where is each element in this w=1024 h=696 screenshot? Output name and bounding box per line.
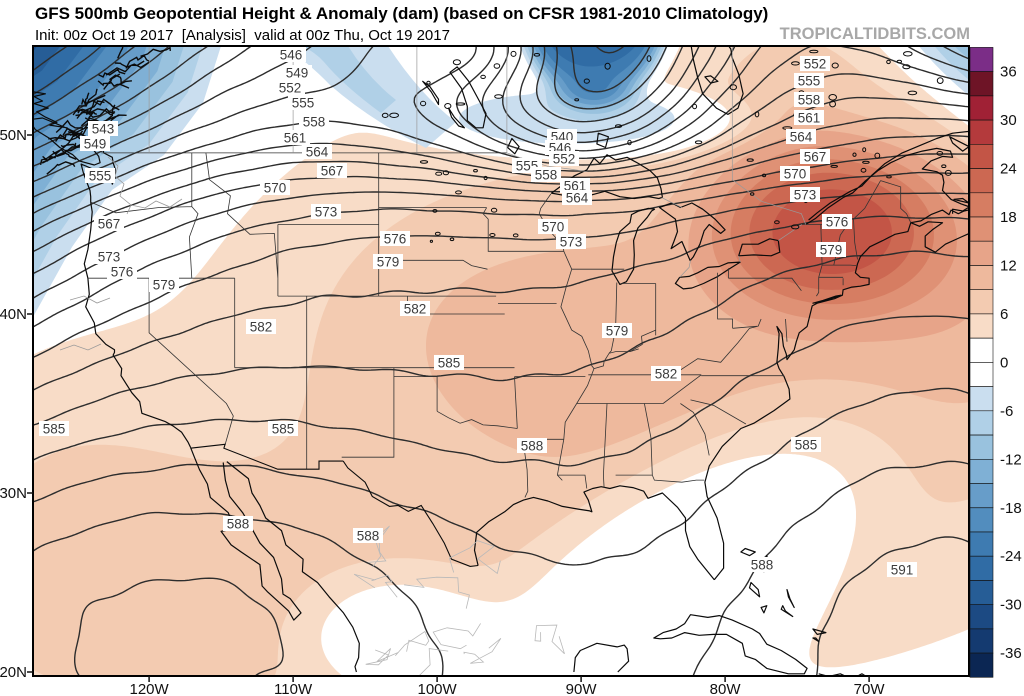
svg-text:24: 24 [1000,161,1017,178]
svg-text:552: 552 [279,81,302,96]
svg-text:30N: 30N [0,485,27,502]
svg-text:-6: -6 [1000,403,1013,420]
svg-text:585: 585 [795,438,818,453]
svg-text:18: 18 [1000,209,1017,226]
svg-text:567: 567 [804,150,827,165]
svg-text:570: 570 [264,181,287,196]
svg-text:50N: 50N [0,127,27,144]
svg-text:561: 561 [798,111,821,126]
svg-text:558: 558 [798,93,821,108]
svg-text:100W: 100W [418,681,458,696]
svg-text:TROPICALTIDBITS.COM: TROPICALTIDBITS.COM [780,25,970,43]
svg-text:567: 567 [321,164,344,179]
svg-text:576: 576 [384,232,407,247]
svg-text:20N: 20N [0,664,27,681]
svg-text:588: 588 [751,558,774,573]
svg-text:582: 582 [655,367,678,382]
svg-text:579: 579 [820,243,843,258]
svg-text:579: 579 [606,324,629,339]
svg-text:90W: 90W [566,681,598,696]
svg-text:588: 588 [227,517,250,532]
svg-text:585: 585 [438,356,461,371]
svg-text:546: 546 [280,48,303,63]
svg-text:30: 30 [1000,112,1017,129]
svg-text:591: 591 [891,563,914,578]
svg-text:36: 36 [1000,64,1017,81]
svg-text:576: 576 [111,265,134,280]
svg-text:558: 558 [303,115,326,130]
svg-text:573: 573 [560,235,583,250]
svg-text:585: 585 [43,422,66,437]
svg-text:0: 0 [1000,354,1008,371]
svg-text:555: 555 [798,74,821,89]
svg-text:70W: 70W [854,681,886,696]
svg-text:558: 558 [535,168,558,183]
svg-text:567: 567 [98,217,121,232]
svg-text:573: 573 [98,250,121,265]
svg-text:12: 12 [1000,258,1017,275]
svg-text:564: 564 [566,191,589,206]
svg-text:582: 582 [404,302,427,317]
svg-text:588: 588 [357,529,380,544]
svg-text:561: 561 [564,179,587,194]
svg-text:110W: 110W [274,681,313,696]
svg-text:6: 6 [1000,306,1008,323]
svg-text:40N: 40N [0,306,27,323]
svg-text:555: 555 [292,96,315,111]
svg-text:579: 579 [377,255,400,270]
svg-text:-12: -12 [1000,451,1022,468]
svg-text:-30: -30 [1000,597,1022,614]
svg-text:-36: -36 [1000,645,1022,662]
svg-text:543: 543 [92,122,115,137]
svg-text:573: 573 [315,205,338,220]
svg-text:561: 561 [284,131,307,146]
svg-text:552: 552 [804,57,827,72]
svg-text:549: 549 [286,66,309,81]
svg-text:80W: 80W [710,681,742,696]
svg-text:555: 555 [89,169,112,184]
svg-text:564: 564 [790,130,813,145]
svg-text:120W: 120W [130,681,170,696]
svg-text:579: 579 [153,278,176,293]
svg-text:573: 573 [794,188,817,203]
svg-text:-24: -24 [1000,548,1022,565]
svg-text:570: 570 [542,220,565,235]
svg-text:576: 576 [826,215,849,230]
svg-text:585: 585 [272,422,295,437]
svg-text:570: 570 [784,167,807,182]
svg-text:Init: 00z Oct 19 2017 [Analys: Init: 00z Oct 19 2017 [Analysis] valid a… [35,27,450,44]
svg-text:564: 564 [306,145,329,160]
svg-text:582: 582 [250,320,273,335]
svg-text:588: 588 [521,439,544,454]
svg-text:GFS 500mb Geopotential Height: GFS 500mb Geopotential Height & Anomaly … [35,4,768,23]
svg-text:-18: -18 [1000,500,1022,517]
svg-text:552: 552 [553,152,576,167]
svg-text:549: 549 [84,137,107,152]
